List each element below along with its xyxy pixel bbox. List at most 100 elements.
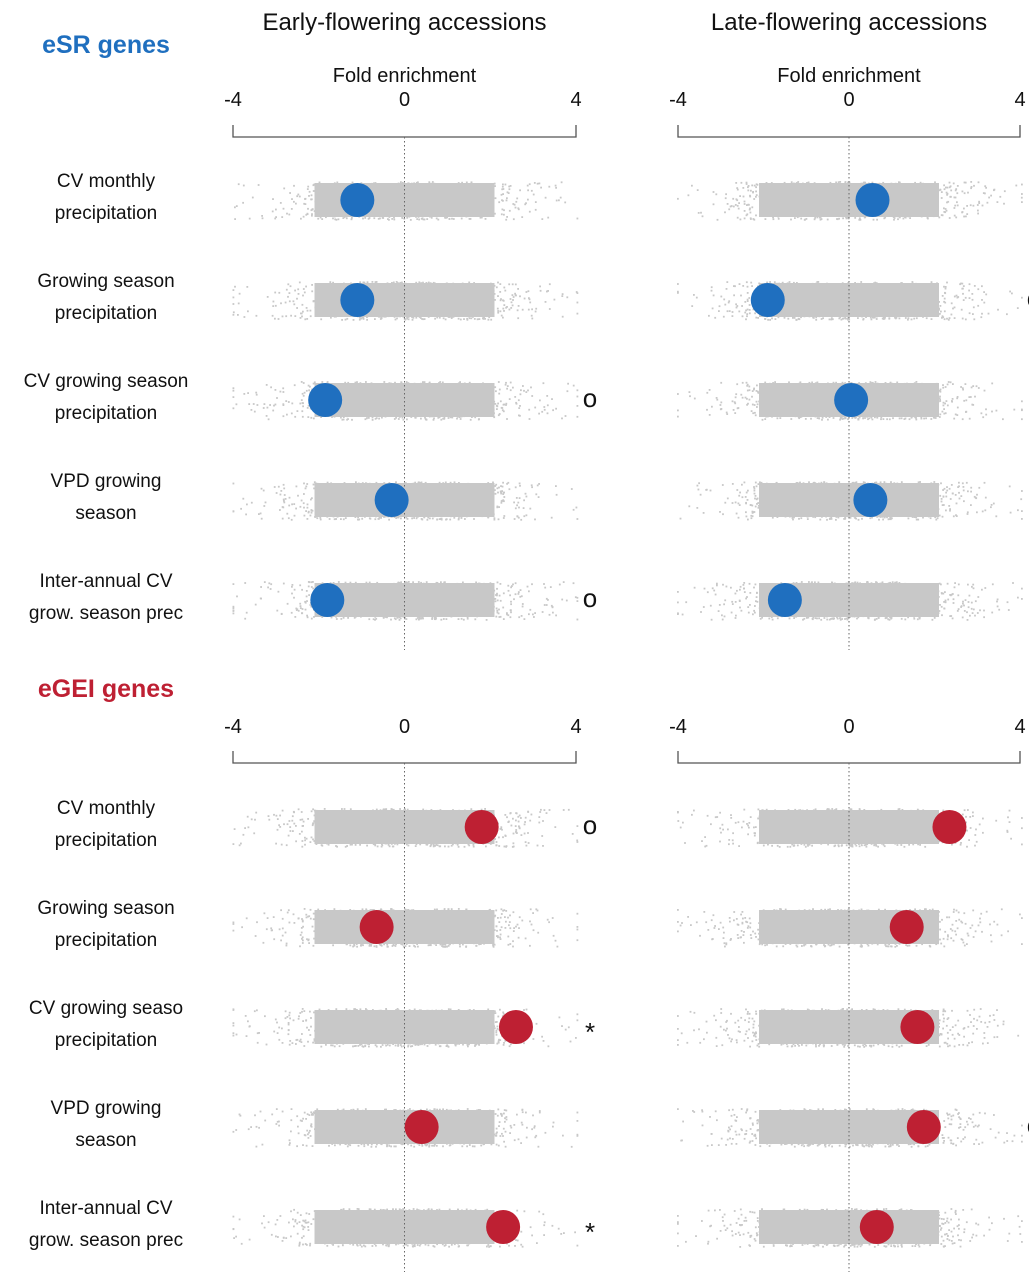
null-point: [263, 403, 266, 405]
null-point: [288, 292, 291, 294]
null-point: [518, 414, 520, 417]
null-point: [501, 499, 504, 502]
null-point: [263, 581, 266, 583]
null-point: [305, 590, 308, 592]
null-point: [335, 618, 338, 620]
null-point: [558, 583, 561, 586]
null-point: [503, 496, 506, 498]
null-point: [330, 316, 332, 319]
null-point: [277, 318, 280, 320]
null-point: [341, 319, 343, 321]
null-point: [422, 318, 425, 321]
null-point: [445, 618, 448, 620]
null-point: [244, 582, 247, 584]
null-point: [517, 208, 520, 211]
null-point: [289, 192, 291, 194]
null-point: [423, 318, 426, 320]
null-point: [270, 583, 273, 586]
null-point: [395, 281, 398, 283]
null-point: [448, 218, 451, 220]
null-point: [342, 416, 345, 418]
null-point: [282, 483, 285, 486]
null-point: [287, 401, 290, 403]
null-point: [502, 618, 505, 620]
null-point: [422, 281, 424, 284]
null-point: [306, 616, 309, 619]
null-point: [516, 197, 519, 200]
null-point: [310, 511, 313, 514]
null-point: [480, 216, 483, 219]
null-point: [560, 181, 563, 184]
null-point: [498, 392, 501, 395]
null-point: [534, 518, 536, 521]
null-point: [310, 509, 313, 511]
null-point: [531, 583, 533, 586]
null-point: [305, 595, 308, 598]
null-point: [512, 299, 514, 301]
null-point: [442, 618, 445, 620]
null-point: [534, 612, 536, 614]
null-point: [515, 294, 517, 297]
null-point: [494, 185, 496, 187]
null-point: [561, 293, 564, 295]
null-point: [953, 196, 956, 199]
null-point: [468, 218, 471, 220]
null-point: [307, 416, 310, 418]
null-point: [528, 613, 530, 616]
null-point: [259, 597, 262, 600]
null-point: [498, 594, 501, 597]
null-point: [260, 517, 263, 520]
null-point: [482, 318, 485, 320]
null-point: [503, 403, 506, 406]
null-point: [572, 582, 575, 585]
null-point: [242, 184, 245, 187]
null-point: [527, 198, 529, 201]
null-point: [473, 318, 476, 320]
null-point: [943, 188, 946, 191]
null-point: [493, 293, 496, 295]
null-point: [377, 518, 380, 520]
null-point: [943, 184, 945, 187]
null-point: [343, 216, 346, 219]
null-point: [541, 218, 544, 220]
null-point: [431, 181, 434, 183]
null-point: [471, 416, 473, 418]
null-point: [302, 502, 305, 505]
null-point: [232, 610, 235, 612]
null-point: [393, 218, 396, 221]
null-point: [333, 518, 336, 521]
null-point: [332, 281, 334, 284]
null-point: [422, 617, 424, 620]
null-point: [390, 618, 392, 621]
null-point: [253, 410, 256, 413]
null-point: [414, 416, 417, 419]
null-point: [307, 510, 310, 513]
null-point: [483, 316, 485, 319]
null-point: [319, 216, 322, 219]
null-point: [575, 291, 578, 293]
null-point: [332, 217, 334, 220]
null-point: [966, 205, 968, 207]
null-point: [543, 583, 545, 585]
null-point: [515, 497, 518, 499]
null-point: [518, 407, 521, 409]
null-point: [267, 586, 269, 589]
null-point: [283, 487, 286, 490]
null-point: [283, 501, 286, 504]
null-point: [503, 491, 505, 494]
null-point: [521, 308, 524, 311]
null-point: [285, 400, 288, 402]
null-point: [305, 510, 307, 512]
null-point: [513, 598, 515, 601]
null-point: [387, 218, 389, 220]
null-point: [304, 198, 306, 200]
null-point: [259, 512, 262, 515]
null-point: [523, 389, 525, 392]
null-point: [510, 611, 512, 614]
null-point: [507, 192, 510, 194]
null-point: [232, 303, 235, 305]
null-point: [544, 196, 547, 199]
null-point: [409, 219, 412, 221]
null-point: [514, 507, 517, 510]
null-point: [294, 315, 297, 317]
